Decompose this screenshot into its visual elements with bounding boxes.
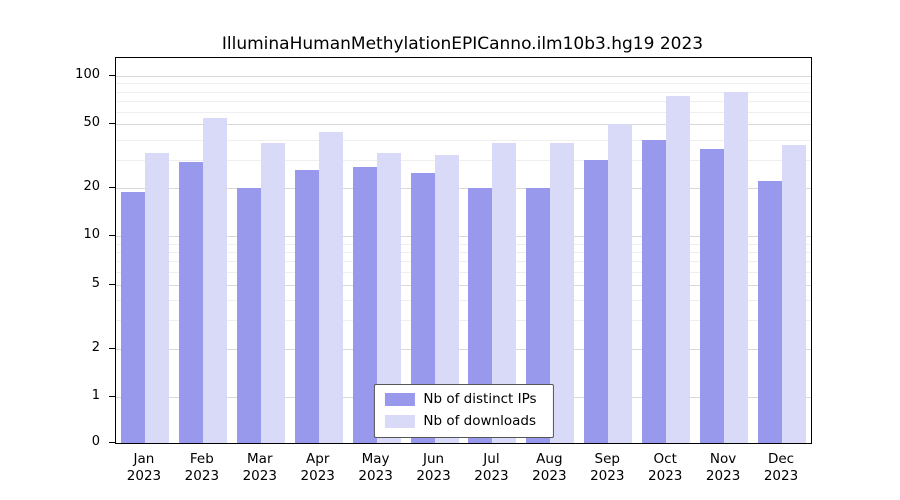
x-tick-month: May <box>361 451 390 467</box>
x-tick-month: Sep <box>594 451 620 467</box>
gridline <box>116 348 811 350</box>
y-tick-label: 5 <box>91 275 100 291</box>
x-tick-year: 2023 <box>358 468 393 484</box>
gridline <box>116 83 811 85</box>
x-tick-month: Apr <box>306 451 330 467</box>
x-tick-label: Sep 2023 <box>578 451 636 485</box>
x-tick-month: Feb <box>189 451 214 467</box>
y-tick-label: 100 <box>75 67 100 82</box>
bar-distinct-ips <box>642 139 667 443</box>
gridline <box>116 124 811 126</box>
x-tick-label: Jul 2023 <box>463 451 521 485</box>
x-tick-year: 2023 <box>126 468 162 484</box>
bar-distinct-ips <box>178 162 203 443</box>
gridline <box>116 271 811 273</box>
bar-distinct-ips <box>294 169 319 443</box>
plot-area: Nb of distinct IPs Nb of downloads <box>115 57 812 444</box>
x-tick-label: Jan 2023 <box>115 451 173 485</box>
x-tick-year: 2023 <box>532 468 567 484</box>
bar-distinct-ips <box>120 191 145 443</box>
bar-distinct-ips <box>758 181 783 443</box>
legend-item-downloads: Nb of downloads <box>384 413 536 429</box>
gridline <box>116 139 811 141</box>
bars-layer <box>116 58 811 443</box>
legend-swatch-distinct-ips <box>384 392 415 406</box>
gridline <box>116 76 811 77</box>
legend-label-downloads: Nb of downloads <box>423 413 536 429</box>
bar-downloads <box>318 131 343 443</box>
x-tick-month: Mar <box>247 451 273 467</box>
gridline <box>116 91 811 93</box>
y-tick-label: 1 <box>91 387 100 403</box>
legend-item-distinct-ips: Nb of distinct IPs <box>384 391 537 407</box>
gridline <box>116 159 811 161</box>
x-tick-label: Jun 2023 <box>405 451 463 485</box>
gridline <box>116 261 811 263</box>
y-tick-label: 0 <box>91 434 100 449</box>
x-tick-label: Dec 2023 <box>752 451 810 485</box>
bar-distinct-ips <box>352 167 377 443</box>
gridline <box>116 284 811 286</box>
y-tick-label: 20 <box>83 179 100 195</box>
bar-distinct-ips <box>700 149 725 443</box>
gridline <box>116 111 811 113</box>
bar-downloads <box>666 96 691 443</box>
legend: Nb of distinct IPs Nb of downloads <box>373 384 554 438</box>
x-tick-month: Oct <box>653 451 677 467</box>
gridline <box>116 100 811 102</box>
gridline <box>116 188 811 190</box>
x-tick-month: Nov <box>709 451 737 467</box>
gridline <box>116 236 811 238</box>
gridline <box>116 251 811 253</box>
x-tick-year: 2023 <box>242 468 277 484</box>
x-tick-month: Dec <box>767 451 795 467</box>
y-tick-mark <box>109 123 115 125</box>
bar-downloads <box>550 143 575 443</box>
x-tick-label: Mar 2023 <box>231 451 289 485</box>
bar-downloads <box>260 143 285 443</box>
x-tick-label: Oct 2023 <box>636 451 694 485</box>
y-tick-mark <box>109 347 115 349</box>
bar-downloads <box>724 91 749 443</box>
gridline <box>116 320 811 322</box>
x-tick-year: 2023 <box>705 468 741 484</box>
y-tick-mark <box>109 75 115 76</box>
gridline <box>116 300 811 302</box>
bar-distinct-ips <box>236 188 261 443</box>
x-tick-year: 2023 <box>416 468 451 484</box>
bar-downloads <box>608 124 633 443</box>
x-tick-year: 2023 <box>590 468 625 484</box>
bar-distinct-ips <box>584 159 609 443</box>
x-tick-year: 2023 <box>474 468 509 484</box>
legend-swatch-downloads <box>384 414 415 428</box>
y-tick-mark <box>109 283 115 285</box>
bar-downloads <box>202 117 227 443</box>
x-tick-month: Jun <box>422 451 445 467</box>
gridline <box>116 243 811 245</box>
x-tick-label: Apr 2023 <box>289 451 347 485</box>
y-tick-mark <box>109 187 115 189</box>
x-tick-label: May 2023 <box>347 451 405 485</box>
y-tick-mark <box>109 442 115 443</box>
x-tick-year: 2023 <box>763 468 799 484</box>
y-tick-label: 50 <box>83 115 100 131</box>
y-tick-label: 10 <box>83 227 100 243</box>
x-tick-year: 2023 <box>648 468 683 484</box>
y-tick-mark <box>109 395 115 397</box>
x-tick-label: Aug 2023 <box>520 451 578 485</box>
legend-label-distinct-ips: Nb of distinct IPs <box>423 391 537 407</box>
x-tick-month: Aug <box>536 451 563 467</box>
x-tick-year: 2023 <box>184 468 220 484</box>
bar-downloads <box>782 145 807 443</box>
x-tick-month: Jul <box>483 451 500 467</box>
chart-title: IlluminaHumanMethylationEPICanno.ilm10b3… <box>221 34 704 54</box>
y-tick-label: 2 <box>91 339 100 355</box>
x-tick-label: Nov 2023 <box>694 451 752 485</box>
y-tick-mark <box>109 235 115 237</box>
x-tick-label: Feb 2023 <box>173 451 231 485</box>
x-tick-year: 2023 <box>300 468 335 484</box>
x-tick-month: Jan <box>133 451 155 467</box>
bar-downloads <box>144 153 169 443</box>
